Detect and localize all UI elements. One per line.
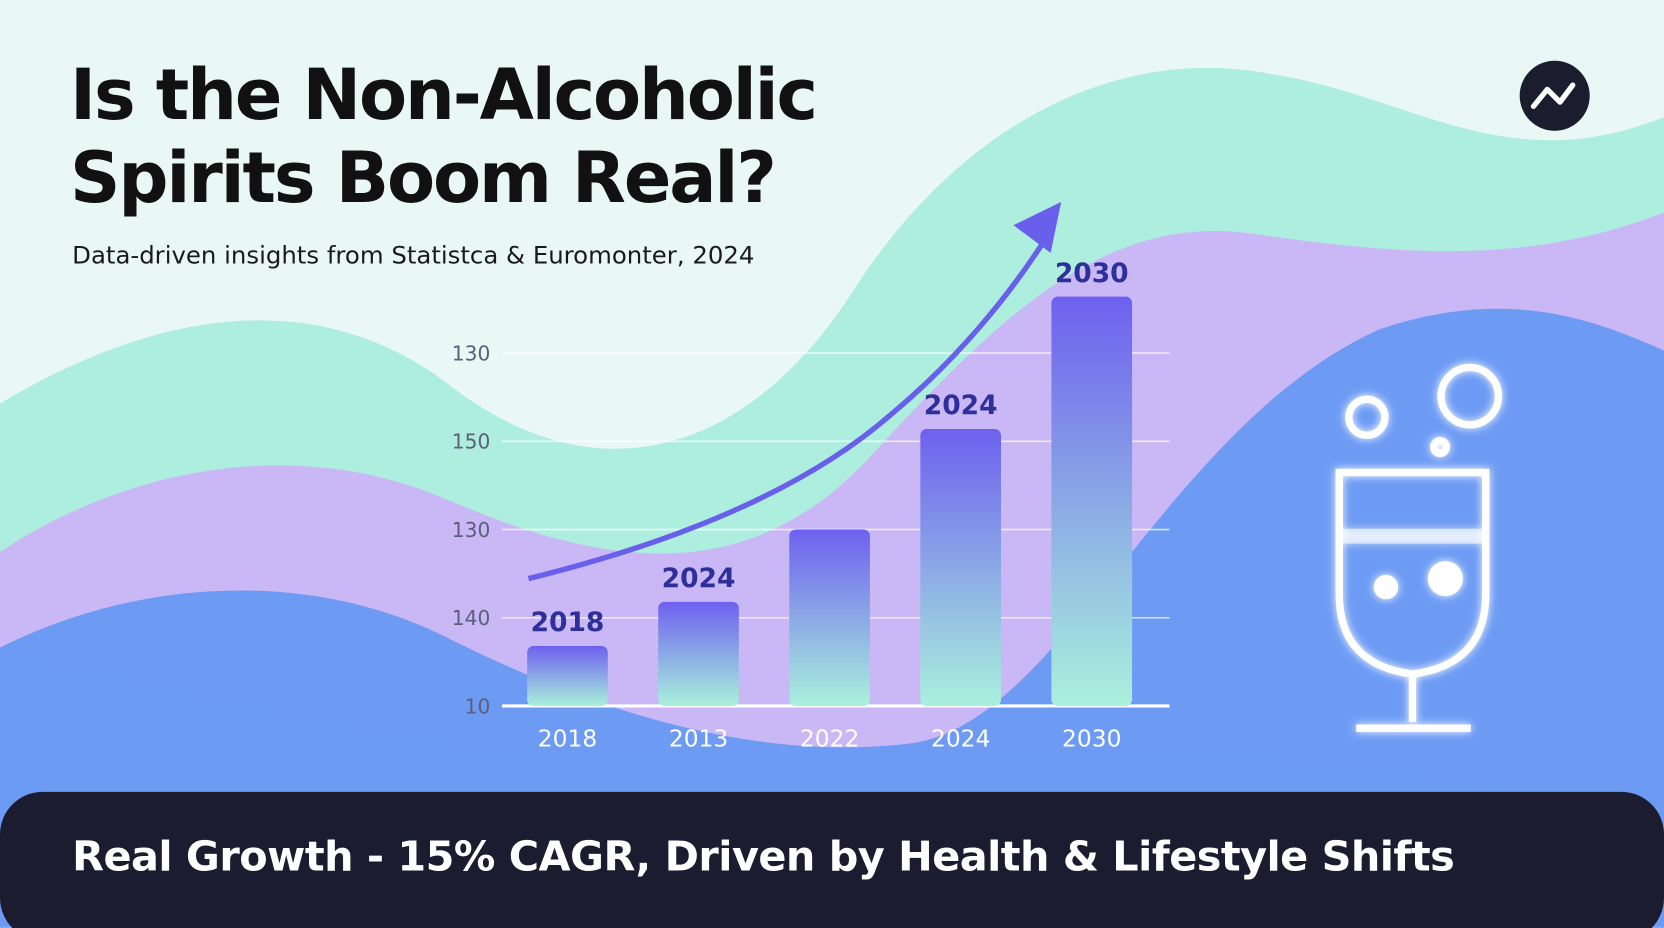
logo-icon [1530,82,1576,110]
bar-label: 2024 [662,563,736,594]
glass-icon [1335,363,1503,732]
y-tick-label: 130 [452,518,490,542]
trend-arrow [527,237,1048,582]
subtitle: Data-driven insights from Statistca & Eu… [72,240,754,269]
footer-text: Real Growth - 15% CAGR, Driven by Health… [72,832,1454,880]
x-tick-label: 2022 [800,724,859,752]
wave-blue-2 [0,658,1664,807]
bar [527,645,608,706]
bar [658,601,739,706]
bar [920,428,1001,706]
x-tick-label: 2013 [669,724,728,752]
x-tick-label: 2030 [1062,724,1121,752]
y-tick-label: 130 [452,342,490,366]
title: Is the Non-Alcoholic Spirits Boom Real? [70,54,816,219]
bar [1051,296,1133,706]
arrow-head [1013,201,1062,253]
x-tick-label: 2018 [538,724,597,752]
bar [789,529,870,706]
bar-label: 2018 [531,607,605,638]
bar-label: 2030 [1055,258,1129,289]
y-tick-label: 150 [452,430,490,454]
y-tick-label: 10 [465,694,491,718]
footer-banner [0,791,1664,928]
y-tick-label: 140 [452,606,490,630]
x-tick-label: 2024 [931,724,990,752]
bar-label: 2024 [924,390,998,421]
